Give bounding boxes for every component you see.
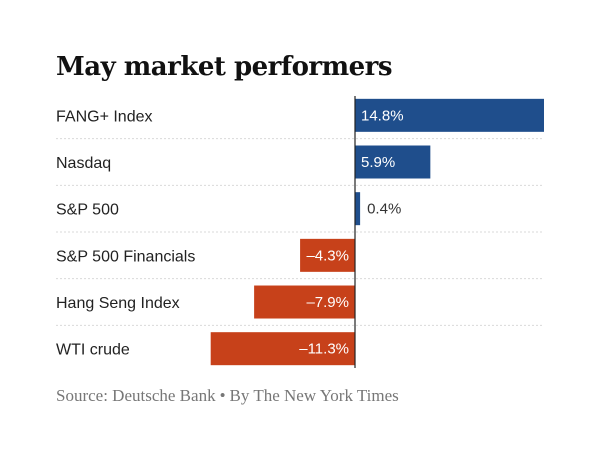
value-label: 0.4% xyxy=(367,201,401,218)
separator-dot: • xyxy=(219,386,226,405)
value-label: –11.3% xyxy=(299,341,349,358)
category-label: S&P 500 xyxy=(56,202,119,219)
bar xyxy=(300,238,355,272)
value-label: 14.8% xyxy=(361,107,404,124)
category-label: FANG+ Index xyxy=(56,108,153,125)
category-label: S&P 500 Financials xyxy=(56,248,195,265)
bar xyxy=(355,192,361,226)
credit-text: By The New York Times xyxy=(229,386,399,405)
value-label: –7.9% xyxy=(306,294,349,311)
category-label: Nasdaq xyxy=(56,155,111,172)
chart-title: May market performers xyxy=(56,52,393,82)
value-label: 5.9% xyxy=(361,154,395,171)
bar xyxy=(254,285,355,319)
bar xyxy=(355,145,431,179)
source-text: Source: Deutsche Bank xyxy=(56,386,216,405)
category-label: Hang Seng Index xyxy=(56,295,180,312)
value-label: –4.3% xyxy=(306,247,349,264)
bar xyxy=(355,98,544,132)
bar xyxy=(210,332,355,366)
source-note: Source: Deutsche Bank • By The New York Ti… xyxy=(56,386,399,406)
category-label: WTI crude xyxy=(56,342,130,359)
